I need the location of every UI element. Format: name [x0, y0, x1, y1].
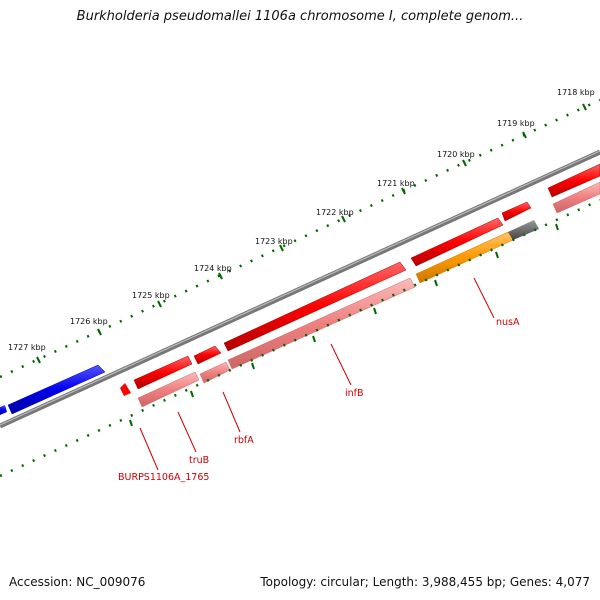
ruler-label-1719: 1719 kbp	[497, 119, 535, 128]
ruler-label-1720: 1720 kbp	[437, 150, 475, 159]
infB-track[interactable]	[227, 277, 416, 370]
ruler-label-1727: 1727 kbp	[8, 343, 46, 352]
ruler-label-1721: 1721 kbp	[377, 179, 415, 188]
ruler-label-1718: 1718 kbp	[557, 88, 595, 97]
edge-track[interactable]	[552, 181, 600, 214]
accession-text: Accession: NC_009076	[9, 575, 146, 589]
rbfA-track[interactable]	[199, 361, 231, 384]
forward-strand-genes	[0, 163, 600, 415]
label-leaders	[139, 277, 495, 471]
inner-track-genes	[137, 181, 600, 408]
ruler-label-1724: 1724 kbp	[194, 264, 232, 273]
chromosome-backbone	[0, 149, 600, 429]
blue-gene[interactable]	[7, 364, 106, 415]
infB-gene[interactable]	[223, 261, 407, 352]
inner-ruler	[0, 198, 600, 478]
page-title: Burkholderia pseudomallei 1106a chromoso…	[76, 9, 524, 24]
next-gene[interactable]	[501, 201, 532, 222]
edge-gene[interactable]	[547, 163, 600, 198]
nusA-gene[interactable]	[410, 217, 504, 267]
ruler-labels: 1718 kbp 1719 kbp 1720 kbp 1721 kbp 1722…	[8, 88, 595, 352]
gene-label-rbfA[interactable]: rbfA	[234, 435, 254, 446]
gene-label-infB[interactable]: infB	[345, 388, 364, 399]
topology-summary: Topology: circular; Length: 3,988,455 bp…	[260, 575, 590, 589]
ruler-label-1722: 1722 kbp	[316, 208, 354, 217]
truB-track[interactable]	[137, 371, 200, 408]
truB-gene[interactable]	[133, 355, 193, 390]
gene-label-nusA[interactable]: nusA	[496, 317, 520, 328]
ruler-label-1726: 1726 kbp	[70, 317, 108, 326]
ruler-label-1723: 1723 kbp	[255, 237, 293, 246]
gray-track[interactable]	[508, 220, 539, 240]
ruler-label-1725: 1725 kbp	[132, 291, 170, 300]
BURPS1106A_1765-gene[interactable]	[120, 383, 131, 396]
outer-ruler	[0, 98, 600, 379]
gene-labels: nusA infB rbfA truB BURPS1106A_1765	[118, 317, 520, 483]
blue-gene-stub[interactable]	[0, 405, 7, 415]
gene-label-BURPS1106A_1765[interactable]: BURPS1106A_1765	[118, 472, 209, 483]
rbfA-gene[interactable]	[193, 345, 222, 365]
gene-label-truB[interactable]: truB	[189, 455, 209, 466]
